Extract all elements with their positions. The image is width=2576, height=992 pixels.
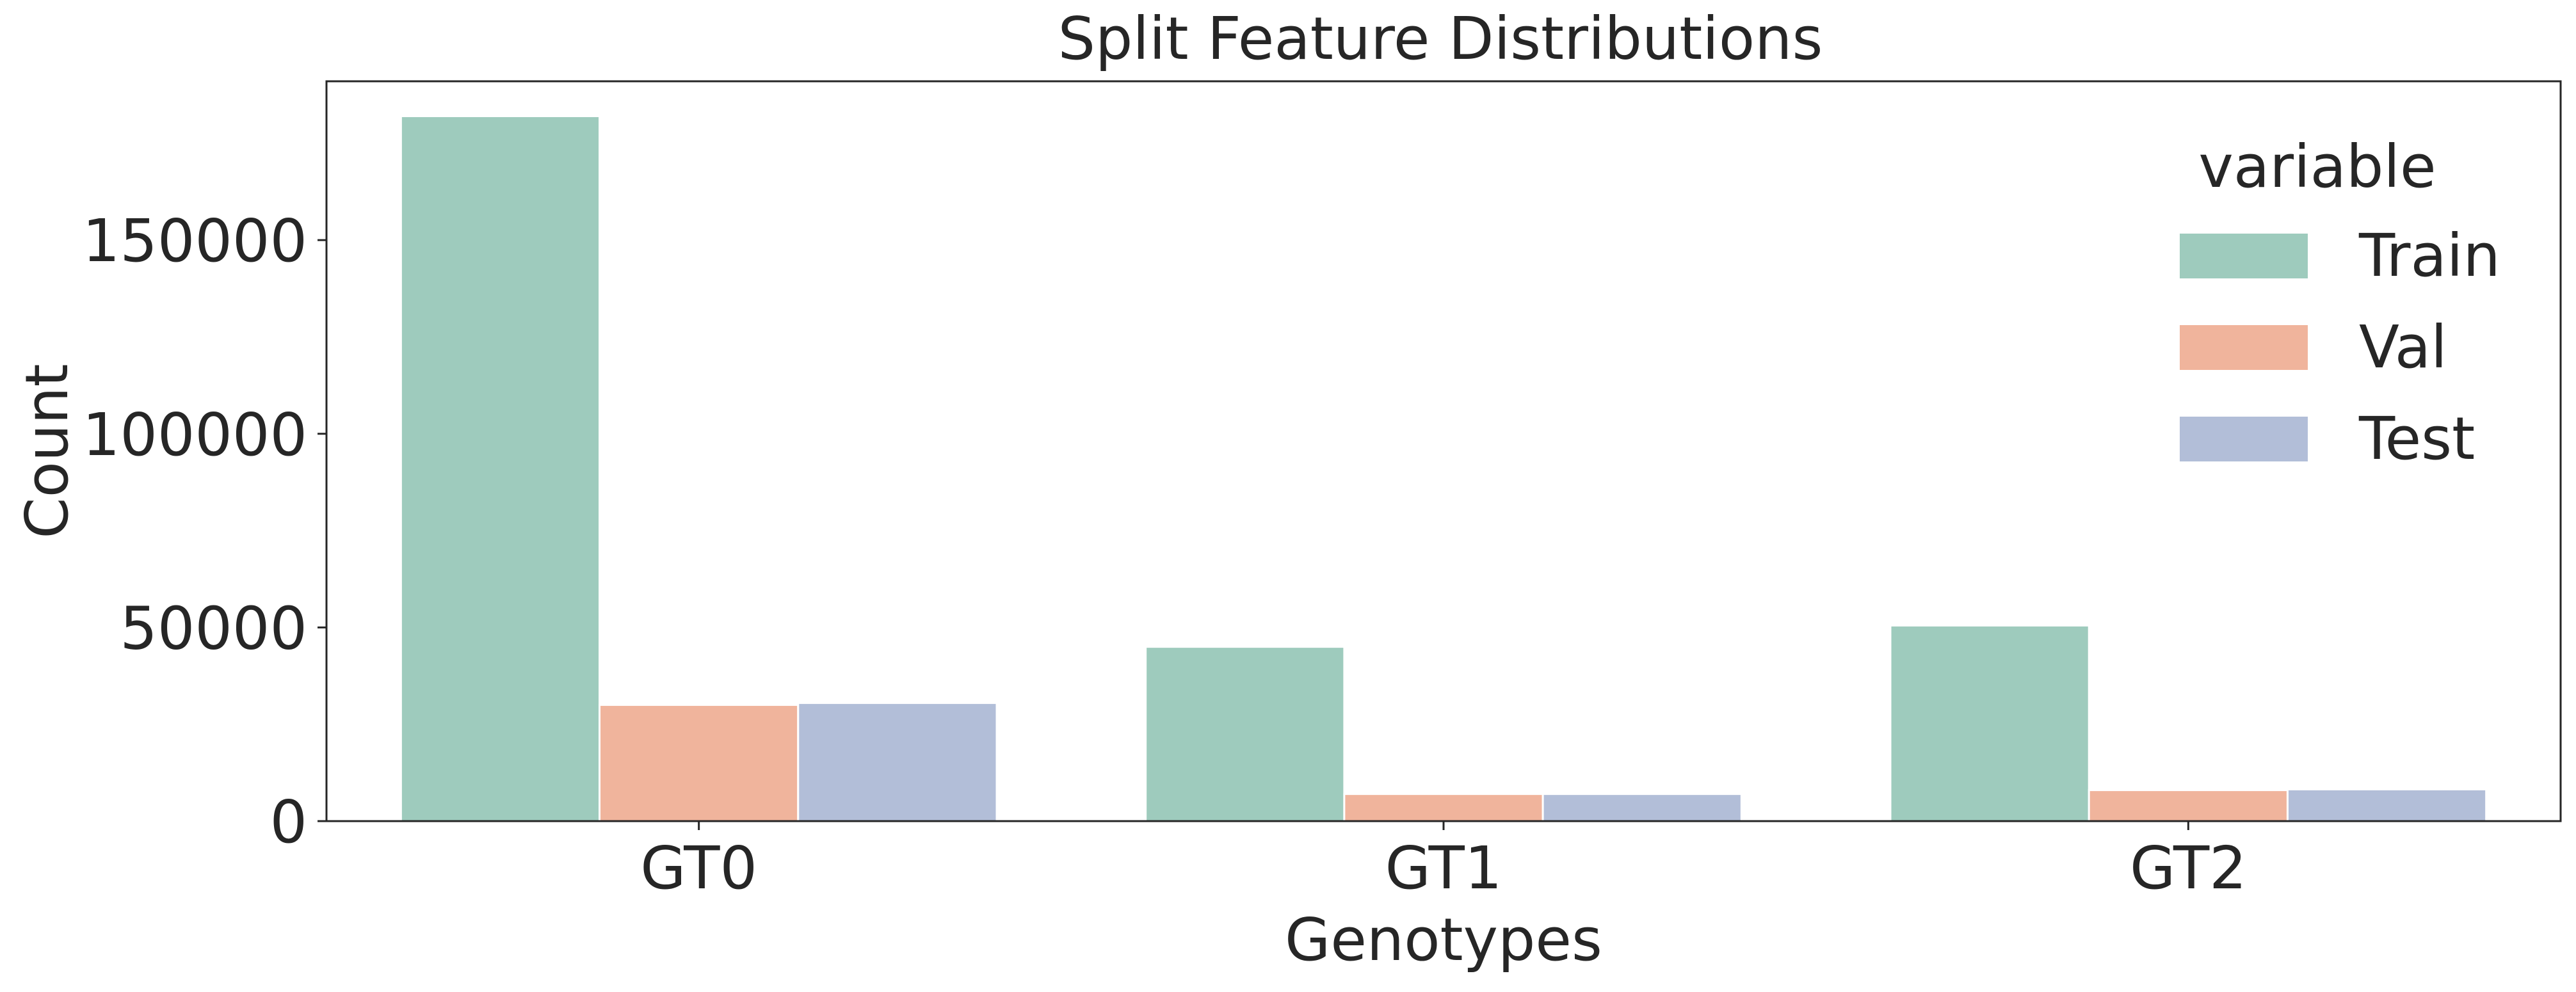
bar-test-gt2 xyxy=(2286,788,2488,822)
x-axis-label: Genotypes xyxy=(1285,906,1602,974)
legend-label-test: Test xyxy=(2358,404,2475,473)
x-tick-label: GT0 xyxy=(640,834,757,902)
bar-train-gt2 xyxy=(1889,624,2090,822)
legend-label-train: Train xyxy=(2358,221,2500,290)
y-axis-ticks: 0 50000 100000 150000 xyxy=(83,207,326,856)
x-tick-label: GT1 xyxy=(1385,834,1502,902)
y-tick-label: 50000 xyxy=(120,594,307,662)
y-tick-label: 100000 xyxy=(83,401,307,469)
legend-swatch-train xyxy=(2180,234,2308,278)
y-axis-label: Count xyxy=(13,364,81,538)
chart-title: Split Feature Distributions xyxy=(1058,4,1823,73)
bar-test-gt1 xyxy=(1542,793,1743,822)
bar-train-gt1 xyxy=(1145,646,1346,822)
bar-test-gt0 xyxy=(797,701,998,822)
legend-label-val: Val xyxy=(2359,313,2447,381)
bar-val-gt1 xyxy=(1343,793,1544,822)
y-tick-label: 150000 xyxy=(83,207,307,275)
legend-title: variable xyxy=(2198,132,2436,201)
bar-val-gt0 xyxy=(599,703,800,822)
bar-val-gt2 xyxy=(2088,789,2289,822)
bar-train-gt0 xyxy=(399,115,601,822)
x-axis-ticks: GT0 GT1 GT2 xyxy=(640,821,2247,902)
legend-items: Train Val Test xyxy=(2180,221,2500,473)
bars-layer xyxy=(399,115,2488,822)
legend-swatch-test xyxy=(2180,417,2308,461)
legend-swatch-val xyxy=(2180,325,2308,370)
x-tick-label: GT2 xyxy=(2130,834,2247,902)
legend: variable Train Val Test xyxy=(2180,132,2500,473)
y-tick-label: 0 xyxy=(270,788,307,856)
